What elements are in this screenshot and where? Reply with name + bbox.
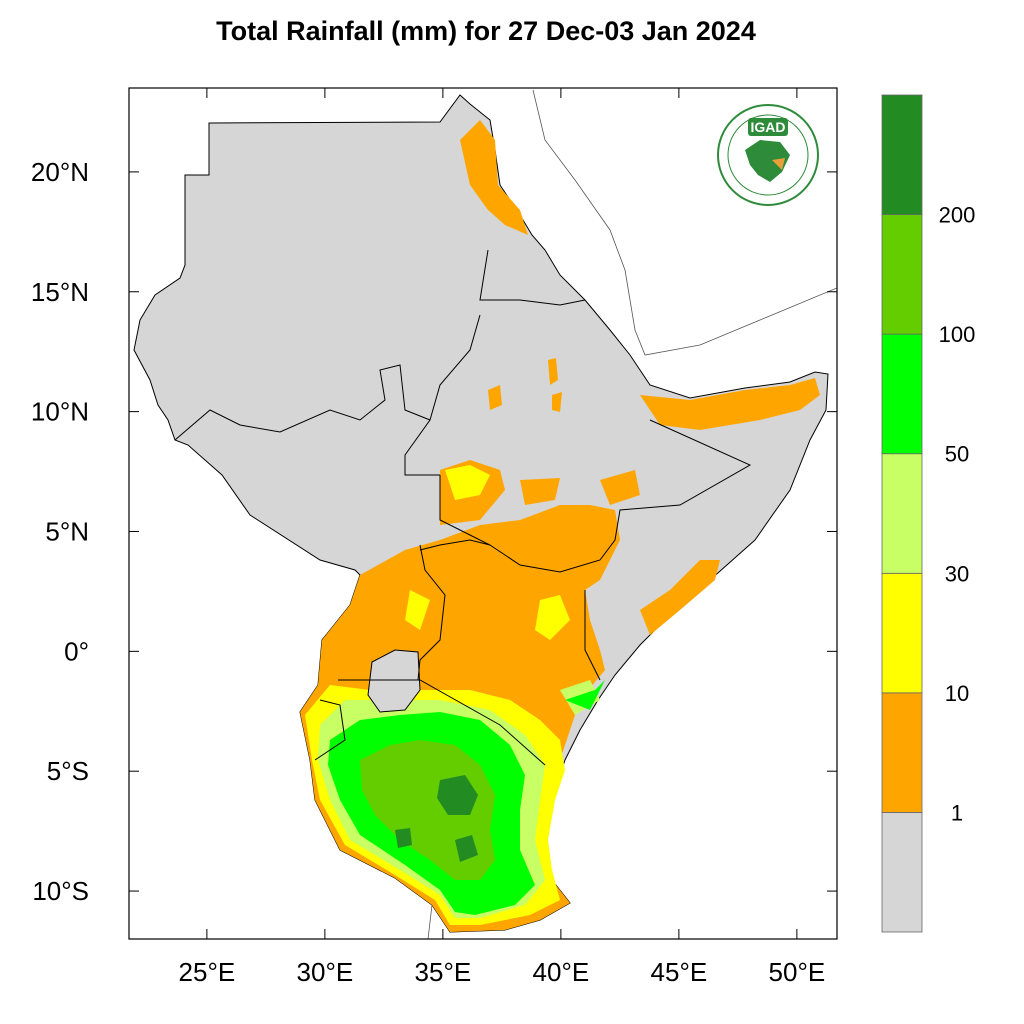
y-tick-label: 0° — [64, 636, 89, 666]
x-tick-label: 40°E — [533, 957, 590, 987]
colorbar-swatch — [881, 572, 923, 694]
colorbar-swatch — [881, 692, 923, 813]
y-tick-label: 10°N — [31, 397, 89, 427]
colorbar-swatch — [881, 812, 923, 933]
x-tick-label: 30°E — [297, 957, 354, 987]
rainfall-layer-over-200mm — [395, 775, 478, 862]
colorbar-label: 1 — [951, 800, 963, 825]
colorbar-label: 10 — [945, 681, 969, 706]
y-tick-label: 5°S — [47, 756, 89, 786]
lake-victoria — [367, 649, 421, 713]
colorbar-swatch — [881, 333, 923, 455]
y-tick-label: 15°N — [31, 277, 89, 307]
colorbar-label: 200 — [939, 203, 976, 228]
y-tick-label: 5°N — [45, 516, 89, 546]
country-borders — [174, 249, 752, 766]
map-title: Total Rainfall (mm) for 27 Dec-03 Jan 20… — [216, 16, 756, 46]
igad-logo: IGAD — [717, 104, 819, 206]
y-tick-label: 20°N — [31, 157, 89, 187]
colorbar: 1 10 30 50 100 200 — [881, 94, 976, 933]
x-tick-label: 45°E — [651, 957, 708, 987]
x-axis: 25°E 30°E 35°E 40°E 45°E 50°E — [179, 88, 826, 987]
y-axis: 20°N 15°N 10°N 5°N 0° 5°S 10°S — [31, 157, 837, 906]
colorbar-swatch — [881, 94, 923, 215]
map-frame-border — [128, 87, 838, 940]
colorbar-swatch — [881, 214, 923, 335]
x-tick-label: 50°E — [769, 957, 826, 987]
x-tick-label: 35°E — [415, 957, 472, 987]
logo-text: IGAD — [751, 119, 786, 135]
colorbar-label: 50 — [945, 442, 969, 467]
colorbar-label: 30 — [945, 561, 969, 586]
colorbar-label: 100 — [939, 322, 976, 347]
colorbar-swatch — [881, 453, 923, 574]
x-tick-label: 25°E — [179, 957, 236, 987]
arabian-coastline — [427, 89, 837, 939]
y-tick-label: 10°S — [32, 876, 89, 906]
